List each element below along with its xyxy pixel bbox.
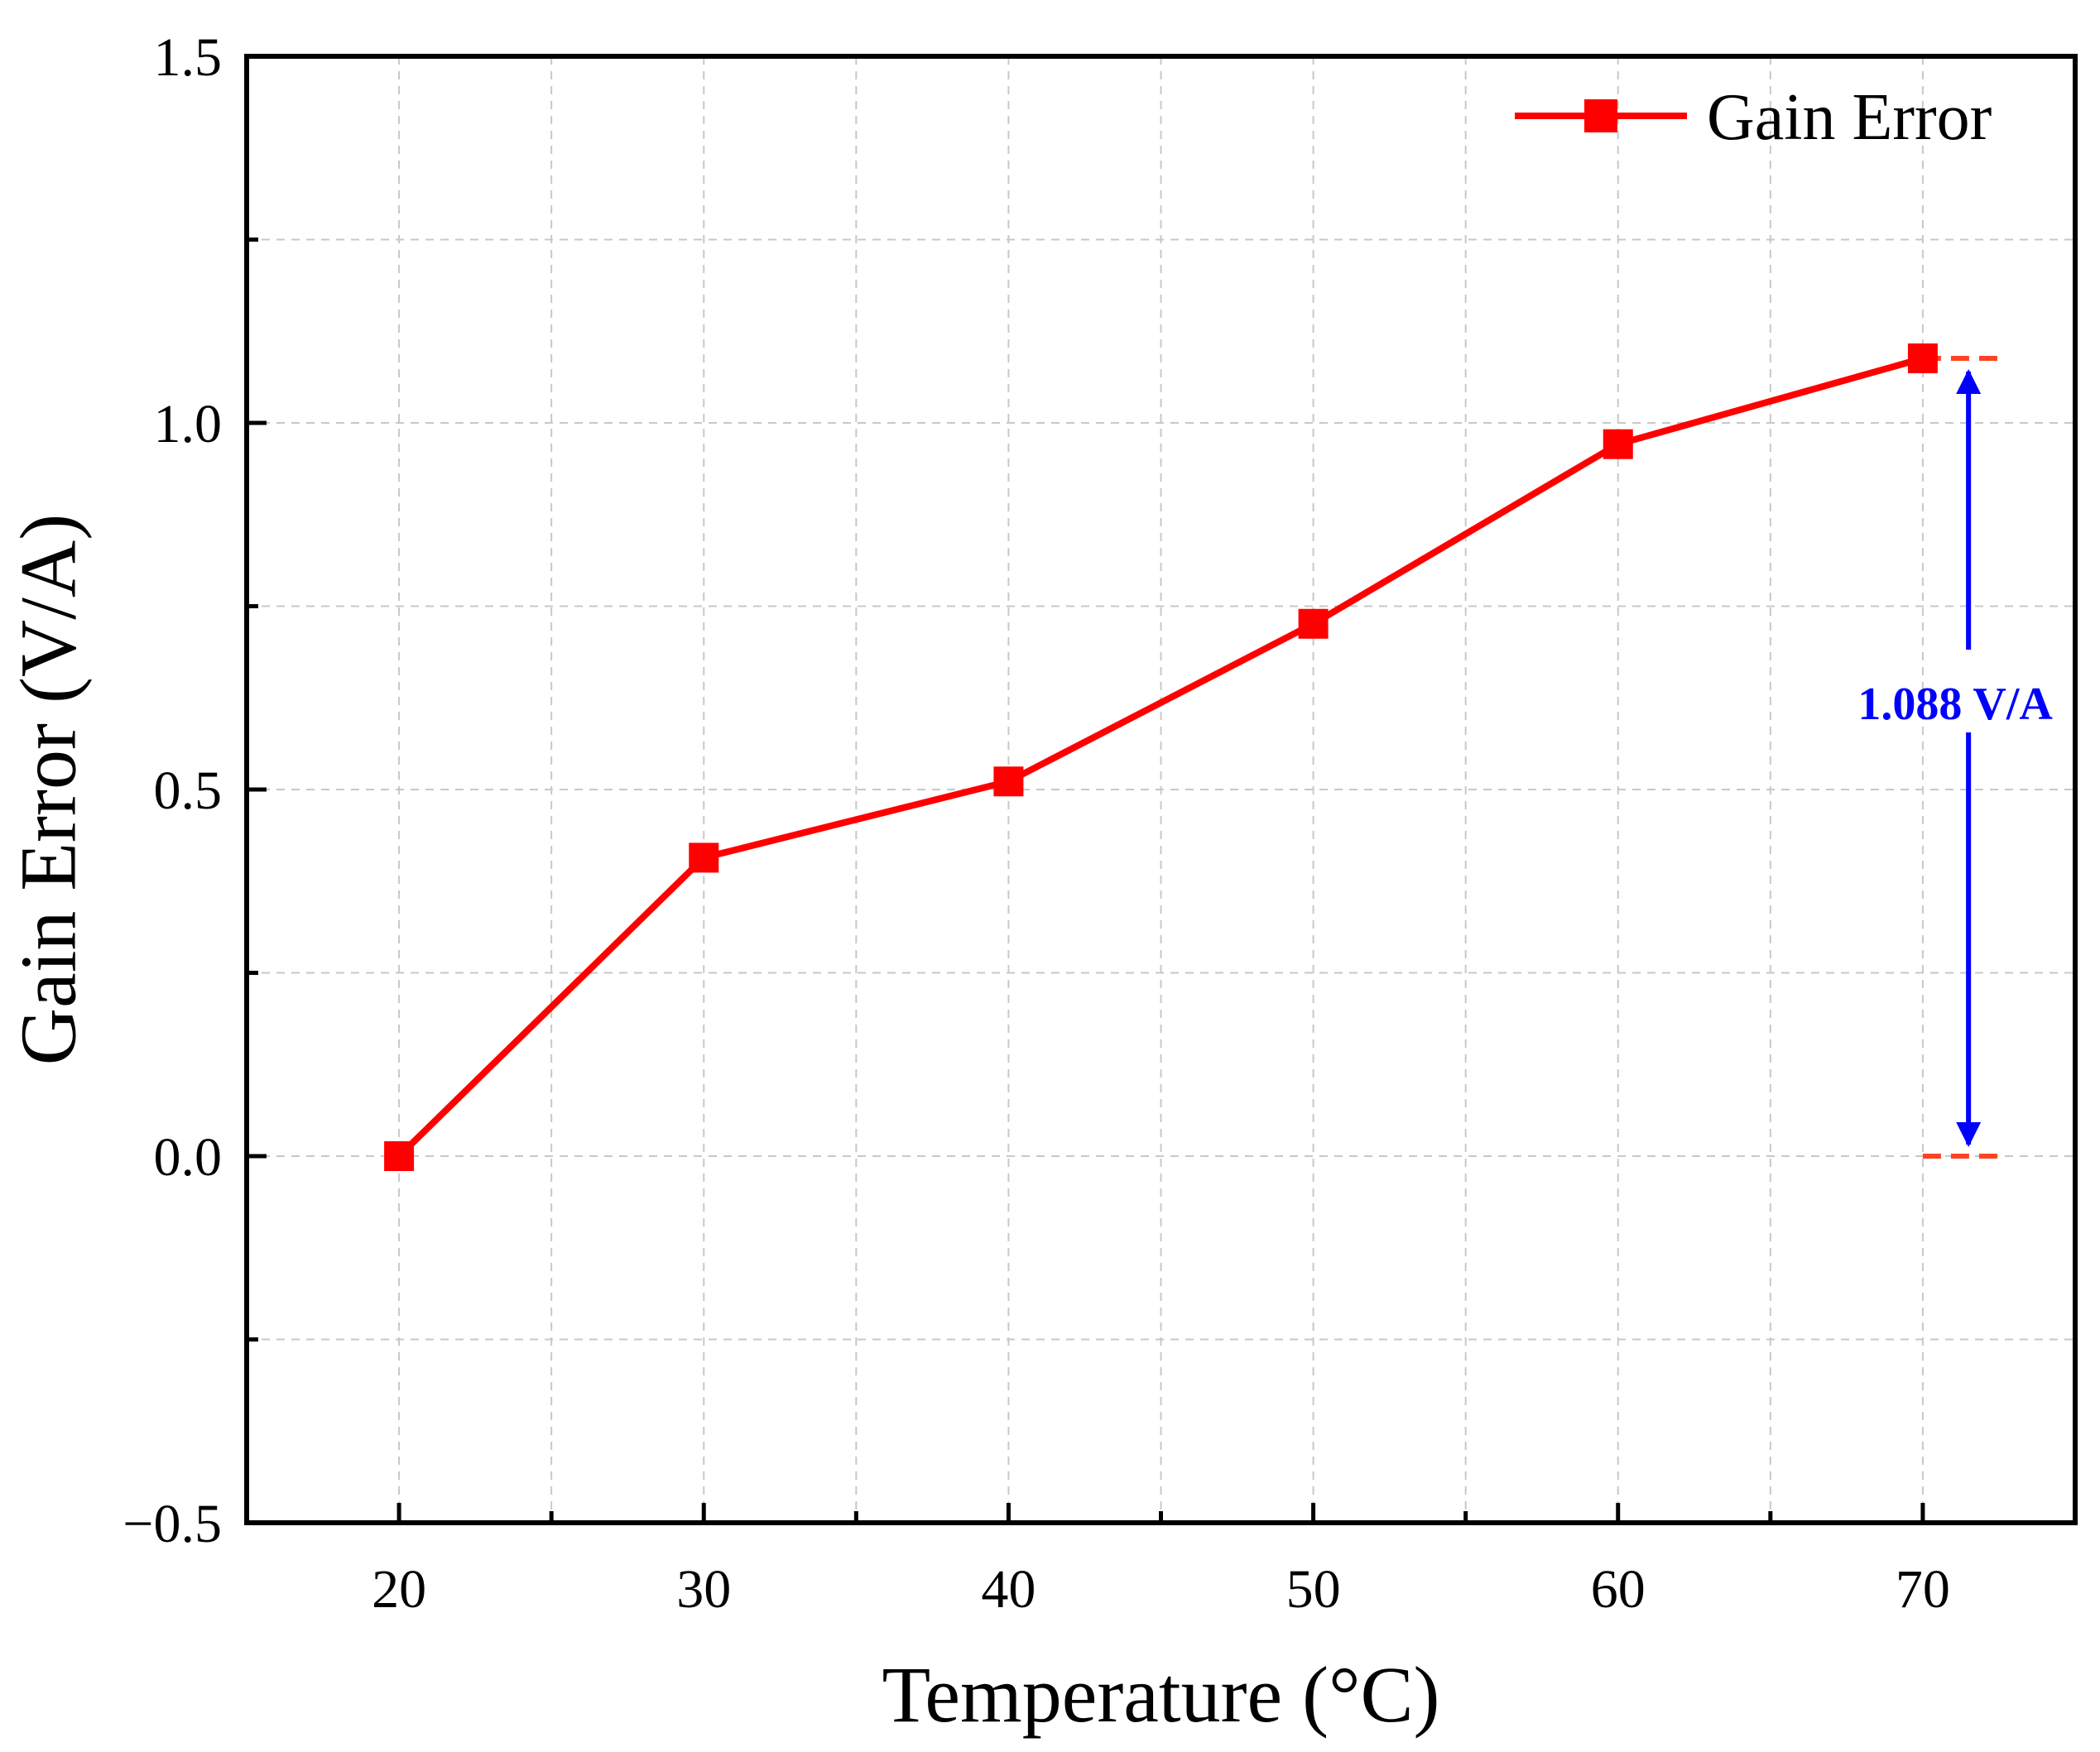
tick-labels: 20 30 40 50 60 70 −0.5 0.0 0.5 1.0 1.5 <box>123 27 1950 1620</box>
legend: Gain Error <box>1515 81 1992 154</box>
x-tick-label: 60 <box>1591 1559 1646 1620</box>
x-axis-label: Temperature (°C) <box>882 1650 1439 1739</box>
annotation: 1.088 V/A <box>1857 369 2053 1147</box>
data-point-marker <box>993 766 1024 797</box>
y-tick-label: 0.5 <box>154 761 223 821</box>
x-tick-label: 20 <box>372 1559 426 1620</box>
data-point-marker <box>689 842 719 873</box>
data-point-marker <box>1603 429 1633 459</box>
data-point-marker <box>1907 343 1938 374</box>
y-tick-label: 1.5 <box>154 27 223 88</box>
y-tick-label: 0.0 <box>154 1127 223 1188</box>
annotation-label: 1.088 V/A <box>1857 679 2053 730</box>
x-tick-label: 40 <box>981 1559 1036 1620</box>
series-group <box>384 343 1938 1171</box>
grid <box>247 56 2075 1523</box>
x-tick-label: 30 <box>676 1559 731 1620</box>
legend-marker-square <box>1584 99 1617 132</box>
y-tick-label: −0.5 <box>123 1494 222 1554</box>
data-point-marker <box>1298 608 1329 639</box>
x-tick-label: 70 <box>1896 1559 1950 1620</box>
y-axis-label: Gain Error (V/A) <box>4 514 93 1065</box>
x-tick-label: 50 <box>1286 1559 1341 1620</box>
series-line <box>396 355 1925 1159</box>
data-point-marker <box>384 1141 415 1171</box>
legend-label: Gain Error <box>1707 81 1992 154</box>
ticks <box>247 54 1925 1525</box>
y-tick-label: 1.0 <box>154 394 223 454</box>
